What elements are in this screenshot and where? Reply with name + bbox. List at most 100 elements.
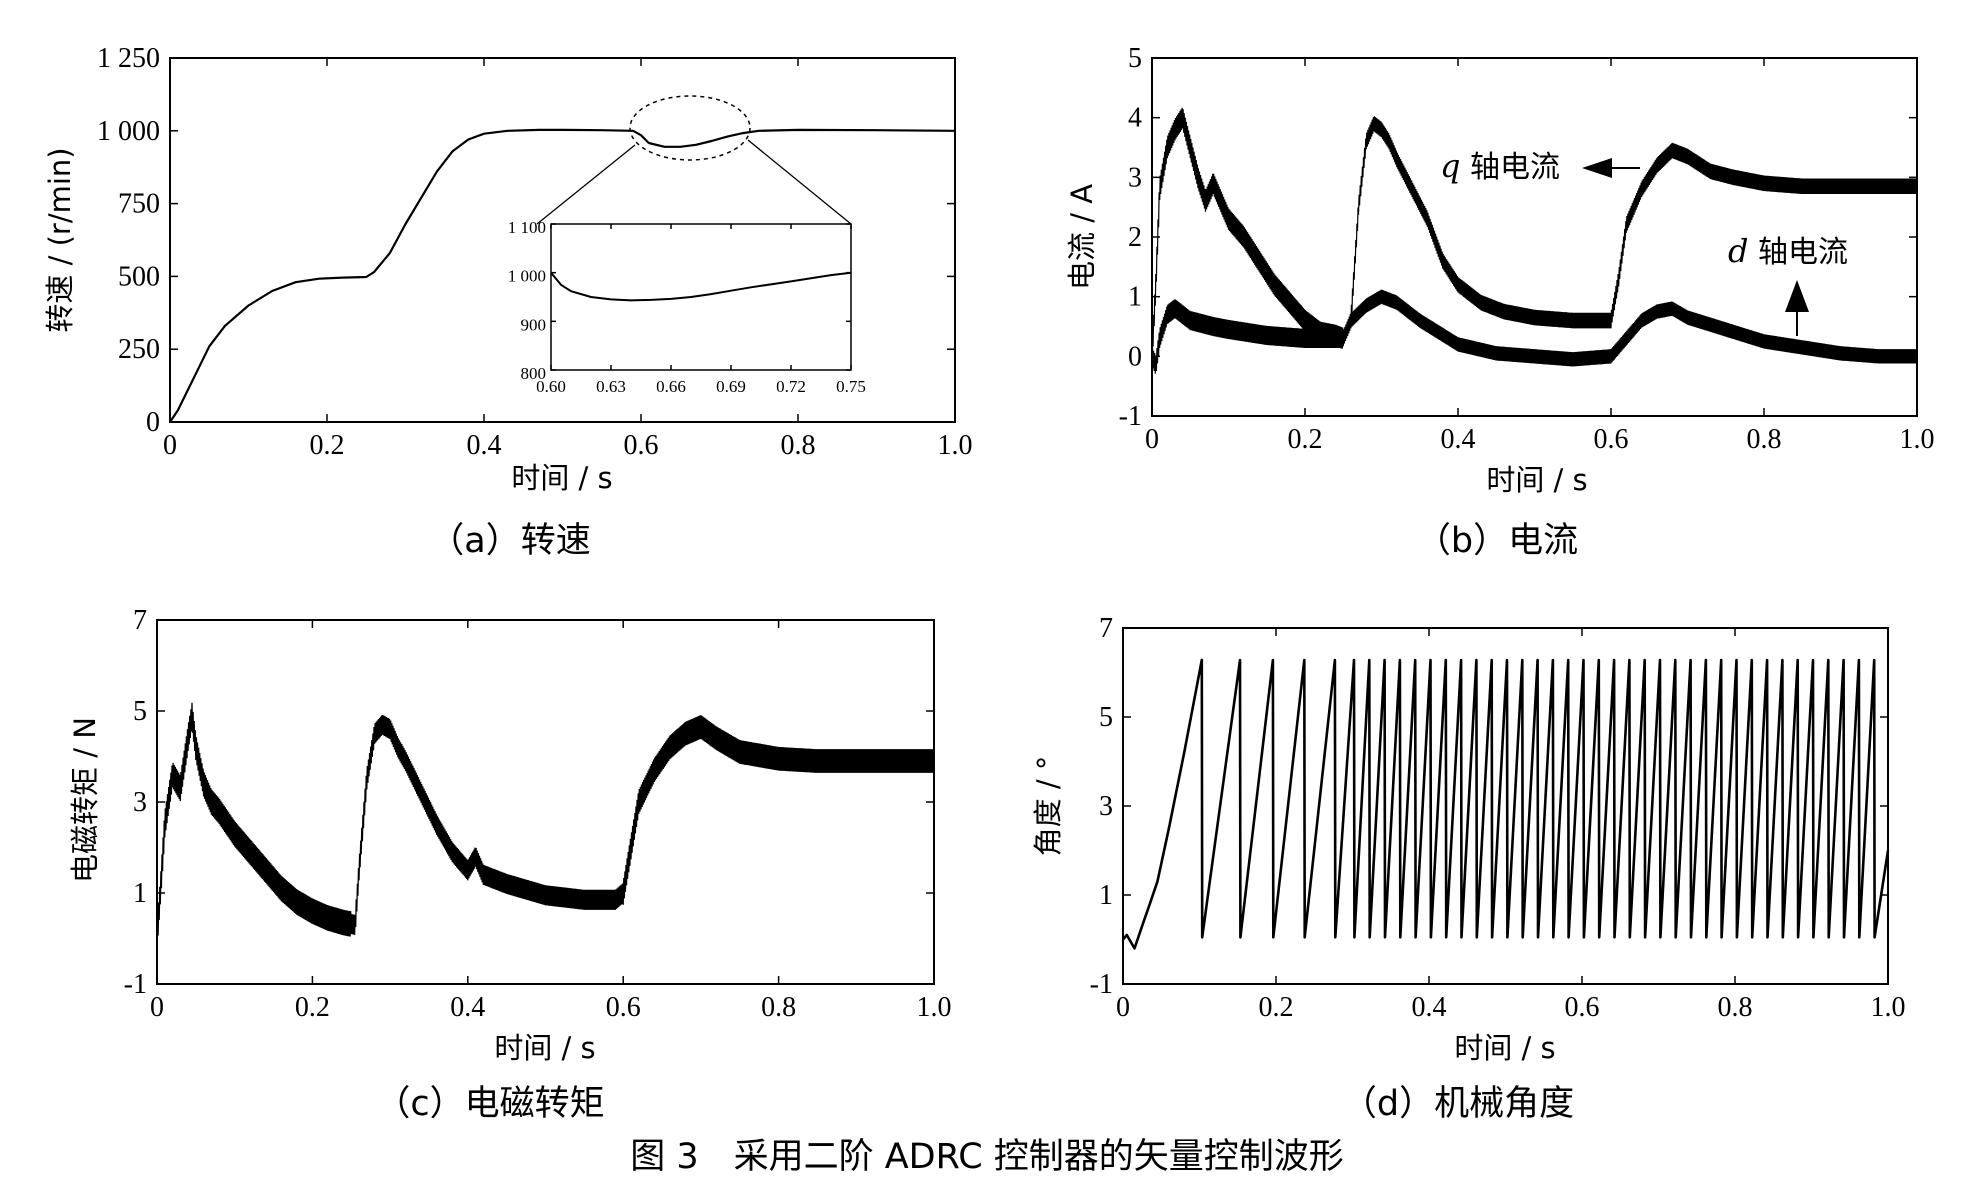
x-tick-label: 0 [1145,424,1159,455]
y-tick-label: 0 [146,407,160,438]
x-axis-label: 时间 / s [494,1031,595,1065]
y-tick-label: 900 [521,315,547,334]
data-lines [169,128,956,423]
torque-line [156,702,935,952]
y-tick-label: 4 [1128,103,1142,134]
x-tick-label: 1.0 [938,430,973,461]
x-tick-label: 0.8 [761,992,796,1023]
data-lines [1122,658,1890,950]
x-tick-label: 0 [163,430,177,461]
y-tick-label: 5 [1128,43,1142,74]
y-tick-label: 5 [1099,702,1113,733]
y-tick-label: 5 [133,696,147,727]
y-axis-label: 电流 / A [1065,184,1099,290]
x-tick-label: 0.60 [536,377,566,396]
x-axis-label: 时间 / s [511,461,612,495]
x-tick-label: 0.69 [716,377,746,396]
zoom-connector-right [747,139,852,225]
x-tick-label: 0.8 [1747,424,1782,455]
speed-line [169,128,956,423]
zoom-region-ellipse [629,95,751,161]
panel-caption: （a）转速 [429,521,590,561]
d-axis-current-annotation: d 轴电流 [1728,232,1848,270]
q-axis-current-line [1151,107,1918,368]
y-tick-label: 3 [1128,162,1142,193]
x-tick-label: 0.72 [776,377,806,396]
y-tick-label: 1 000 [97,116,160,147]
axis-ticks: 0 0.2 0.4 0.6 0.8 1.0 -1 1 3 5 7 [124,605,952,1023]
x-tick-label: 0.6 [1594,424,1629,455]
angle-line [1122,658,1890,950]
x-tick-label: 0 [1116,992,1130,1023]
x-tick-label: 0.4 [1441,424,1476,455]
x-tick-label: 0.8 [781,430,816,461]
x-tick-label: 0.2 [310,430,345,461]
panel-a-speed-chart: 0 0.2 0.4 0.6 0.8 1.0 0 250 500 750 1 000 1 250 0.6… [43,43,973,561]
y-tick-label: 3 [1099,791,1113,822]
x-tick-label: 0.4 [1412,992,1447,1023]
y-tick-label: 0 [1128,341,1142,372]
zoom-connector-left [536,144,636,225]
x-tick-label: 0.6 [1565,992,1600,1023]
y-tick-label: 3 [133,787,147,818]
data-lines [156,702,935,952]
x-tick-label: 0.6 [624,430,659,461]
inset-speed-line [550,271,852,302]
y-tick-label: 1 [1099,880,1113,911]
y-tick-label: 1 250 [97,43,160,74]
x-tick-label: 0.4 [467,430,502,461]
figure-caption: 图 3 采用二阶 ADRC 控制器的矢量控制波形 [630,1137,1344,1177]
q-annotation-arrow [1582,158,1640,178]
plot-frame [156,619,935,985]
inset-data-lines [550,271,852,302]
y-tick-label: 500 [118,261,160,292]
y-tick-label: 1 [133,878,147,909]
x-tick-label: 0.2 [1288,424,1323,455]
y-tick-label: 1 [1128,282,1142,313]
panel-caption: （b）电流 [1416,521,1578,561]
axis-ticks: 0 0.2 0.4 0.6 0.8 1.0 0 250 500 750 1 000 1 250 [97,43,973,461]
x-tick-label: 0.2 [295,992,330,1023]
d-axis-current-line [1151,289,1918,374]
d-annotation-arrow [1785,280,1809,336]
x-tick-label: 1.0 [1871,992,1906,1023]
panel-caption: （d）机械角度 [1342,1084,1574,1124]
y-tick-label: 1 000 [508,267,546,286]
x-axis-label: 时间 / s [1454,1031,1555,1065]
x-tick-label: 0.63 [596,377,626,396]
q-axis-current-annotation: q 轴电流 [1440,147,1560,185]
x-axis-label: 时间 / s [1486,463,1587,497]
x-tick-label: 0.75 [836,377,866,396]
y-tick-label: 2 [1128,222,1142,253]
y-tick-label: 250 [118,334,160,365]
y-tick-label: 750 [118,189,160,220]
y-tick-label: -1 [1119,401,1142,432]
plot-frame [169,57,956,423]
y-axis-label: 电磁转矩 / N [68,717,102,883]
y-tick-label: 7 [1099,613,1113,644]
x-tick-label: 0 [150,992,164,1023]
panel-d-angle-chart: 0 0.2 0.4 0.6 0.8 1.0 -1 1 3 5 7 时间 / s 角度 / ° （d）… [1031,613,1906,1124]
x-tick-label: 0.2 [1259,992,1294,1023]
x-tick-label: 1.0 [1900,424,1935,455]
inset-frame [550,223,852,371]
y-tick-label: -1 [1090,969,1113,1000]
y-tick-label: 7 [133,605,147,636]
x-tick-label: 0.8 [1718,992,1753,1023]
x-tick-label: 0.6 [606,992,641,1023]
y-tick-label: 1 100 [508,218,546,237]
y-tick-label: 800 [521,364,547,383]
inset-axis-ticks: 0.60 0.63 0.66 0.69 0.72 0.75 800 900 1 000 1 100 [508,218,866,396]
axis-ticks: 0 0.2 0.4 0.6 0.8 1.0 -1 1 3 5 7 [1090,613,1906,1023]
y-tick-label: -1 [124,969,147,1000]
data-lines [1151,107,1918,374]
panel-caption: （c）电磁转矩 [375,1084,604,1124]
x-tick-label: 0.4 [450,992,485,1023]
y-axis-label: 转速 / (r/min) [43,147,77,332]
panel-c-torque-chart: 0 0.2 0.4 0.6 0.8 1.0 -1 1 3 5 7 时间 / s 电磁转矩 / N （… [68,605,952,1124]
y-axis-label: 角度 / ° [1031,756,1065,857]
x-tick-label: 0.66 [656,377,686,396]
